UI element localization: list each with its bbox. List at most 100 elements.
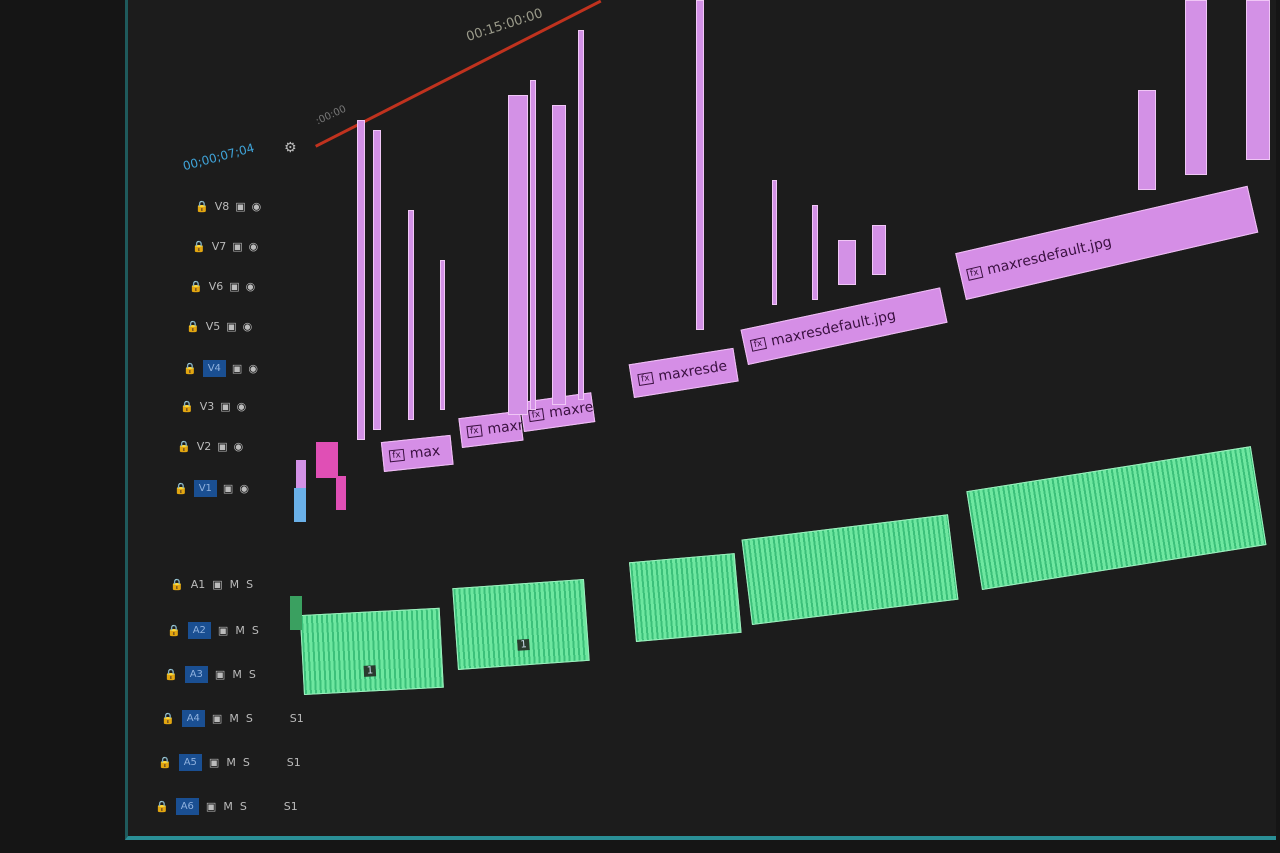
eye-icon[interactable]: ◉ — [245, 280, 256, 293]
stacked-clip[interactable] — [1138, 90, 1156, 190]
microphone-icon[interactable]: ▣ — [214, 668, 226, 681]
stacked-clip[interactable] — [812, 205, 818, 300]
lock-icon[interactable]: 🔒 — [164, 668, 178, 681]
track-label[interactable]: A5 — [178, 754, 202, 771]
track-label[interactable]: A1 — [190, 578, 206, 591]
fx-badge-icon: fx — [388, 448, 405, 463]
small-clip[interactable] — [336, 476, 346, 510]
microphone-icon[interactable]: ▣ — [217, 624, 229, 637]
stacked-clip[interactable] — [578, 30, 584, 400]
track-label[interactable]: A3 — [184, 666, 208, 683]
track-label[interactable]: V8 — [214, 200, 230, 213]
lock-icon[interactable]: 🔒 — [155, 800, 169, 813]
toggle-output-icon[interactable]: ▣ — [235, 200, 246, 213]
solo-button[interactable]: S — [251, 624, 259, 637]
mute-button[interactable]: M — [232, 668, 242, 681]
stacked-clip[interactable] — [772, 180, 777, 305]
lock-icon[interactable]: 🔒 — [195, 200, 209, 213]
small-clip[interactable] — [290, 596, 302, 630]
solo-button[interactable]: S — [239, 800, 247, 813]
small-clip[interactable] — [296, 460, 306, 490]
stacked-clip[interactable] — [508, 95, 528, 415]
microphone-icon[interactable]: ▣ — [211, 712, 223, 725]
wrench-icon[interactable]: ⚙ — [284, 140, 297, 156]
toggle-output-icon[interactable]: ▣ — [226, 320, 237, 333]
stacked-clip[interactable] — [408, 210, 414, 420]
eye-icon[interactable]: ◉ — [248, 240, 259, 253]
video-track-header: 🔒 V1 ▣ ◉ — [174, 480, 249, 497]
lock-icon[interactable]: 🔒 — [174, 482, 188, 495]
track-label[interactable]: V4 — [202, 360, 226, 377]
fx-badge-icon: fx — [749, 337, 767, 352]
lock-icon[interactable]: 🔒 — [167, 624, 181, 637]
video-track-header: 🔒 V4 ▣ ◉ — [183, 360, 258, 377]
audio-clip[interactable]: 1 — [452, 578, 590, 670]
toggle-output-icon[interactable]: ▣ — [217, 440, 228, 453]
lock-icon[interactable]: 🔒 — [170, 578, 184, 591]
stacked-clip[interactable] — [357, 120, 365, 440]
track-label[interactable]: V5 — [205, 320, 221, 333]
mute-button[interactable]: M — [223, 800, 233, 813]
track-label[interactable]: V6 — [208, 280, 224, 293]
mute-button[interactable]: M — [235, 624, 245, 637]
mute-button[interactable]: M — [229, 578, 240, 591]
sync-lock-label: S1 — [286, 756, 301, 769]
solo-button[interactable]: S — [245, 712, 253, 725]
eye-icon[interactable]: ◉ — [236, 400, 247, 413]
stacked-clip[interactable] — [373, 130, 381, 430]
fx-badge-icon: fx — [966, 265, 983, 281]
lock-icon[interactable]: 🔒 — [189, 280, 203, 293]
clip-marker: 1 — [517, 638, 531, 651]
toggle-output-icon[interactable]: ▣ — [222, 482, 234, 495]
lock-icon[interactable]: 🔒 — [186, 320, 200, 333]
stacked-clip[interactable] — [696, 0, 704, 330]
stacked-clip[interactable] — [838, 240, 856, 285]
lock-icon[interactable]: 🔒 — [183, 362, 197, 375]
lock-icon[interactable]: 🔒 — [158, 756, 172, 769]
lock-icon[interactable]: 🔒 — [177, 440, 191, 453]
stacked-clip[interactable] — [530, 80, 536, 410]
solo-button[interactable]: S — [242, 756, 250, 769]
audio-clip[interactable] — [629, 553, 742, 642]
toggle-output-icon[interactable]: ▣ — [220, 400, 231, 413]
track-label[interactable]: V7 — [211, 240, 227, 253]
toggle-output-icon[interactable]: ▣ — [232, 240, 243, 253]
track-label[interactable]: V3 — [199, 400, 215, 413]
microphone-icon[interactable]: ▣ — [208, 756, 220, 769]
eye-icon[interactable]: ◉ — [233, 440, 244, 453]
stacked-clip[interactable] — [1246, 0, 1270, 160]
stacked-clip[interactable] — [440, 260, 445, 410]
fx-badge-icon: fx — [528, 408, 545, 423]
microphone-icon[interactable]: ▣ — [205, 800, 217, 813]
lock-icon[interactable]: 🔒 — [180, 400, 194, 413]
solo-button[interactable]: S — [246, 578, 254, 591]
track-label[interactable]: V2 — [196, 440, 212, 453]
mute-button[interactable]: M — [226, 756, 236, 769]
lock-icon[interactable]: 🔒 — [161, 712, 175, 725]
audio-track-header: 🔒 A6 ▣ M S S1 — [155, 798, 298, 815]
eye-icon[interactable]: ◉ — [251, 200, 262, 213]
fx-badge-icon: fx — [466, 424, 483, 439]
stacked-clip[interactable] — [552, 105, 566, 405]
eye-icon[interactable]: ◉ — [248, 362, 258, 375]
video-track-header: 🔒 V2 ▣ ◉ — [177, 440, 243, 453]
track-label[interactable]: A4 — [181, 710, 205, 727]
eye-icon[interactable]: ◉ — [239, 482, 249, 495]
stacked-clip[interactable] — [872, 225, 886, 275]
small-clip[interactable] — [294, 488, 306, 522]
clip-name: maxr — [486, 417, 525, 438]
lock-icon[interactable]: 🔒 — [192, 240, 206, 253]
track-label[interactable]: A2 — [187, 622, 211, 639]
eye-icon[interactable]: ◉ — [242, 320, 253, 333]
mute-button[interactable]: M — [229, 712, 239, 725]
toggle-output-icon[interactable]: ▣ — [231, 362, 243, 375]
stacked-clip[interactable] — [1185, 0, 1207, 175]
audio-clip[interactable]: 1 — [299, 607, 444, 695]
track-label[interactable]: A6 — [175, 798, 199, 815]
toggle-output-icon[interactable]: ▣ — [229, 280, 240, 293]
microphone-icon[interactable]: ▣ — [212, 578, 223, 591]
track-label[interactable]: V1 — [193, 480, 217, 497]
video-track-header: 🔒 V8 ▣ ◉ — [195, 200, 261, 213]
solo-button[interactable]: S — [248, 668, 256, 681]
small-clip[interactable] — [316, 442, 338, 478]
